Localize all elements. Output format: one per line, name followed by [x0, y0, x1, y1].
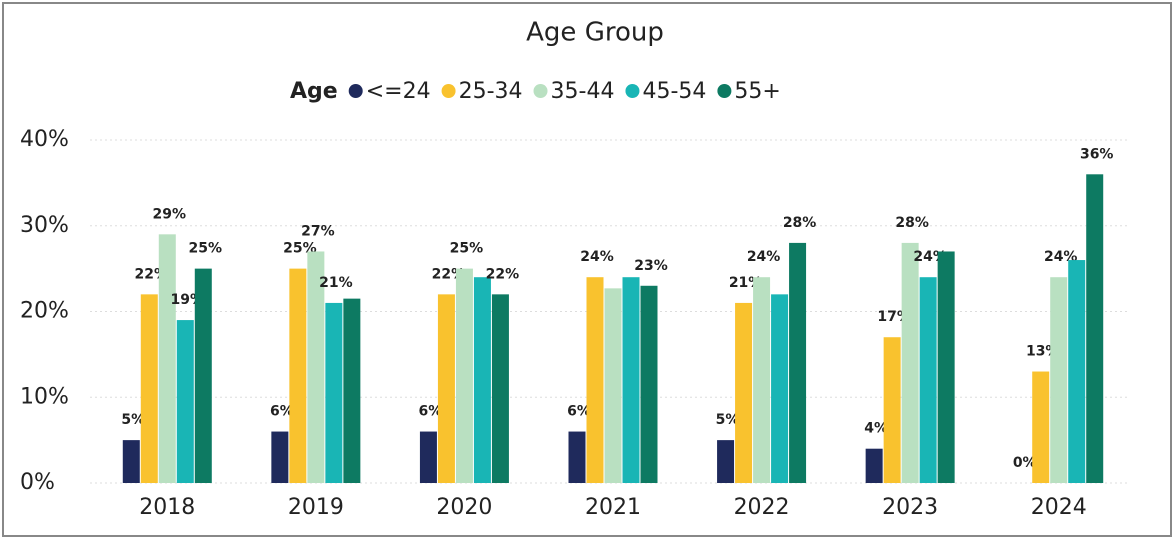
data-label: 6% [419, 404, 443, 420]
bar [140, 294, 158, 483]
legend-label: 25-34 [459, 79, 523, 104]
bar [1032, 371, 1050, 483]
legend-swatch [625, 84, 640, 98]
data-label: 28% [783, 215, 817, 231]
bar [622, 277, 640, 483]
data-label: 22% [486, 266, 520, 282]
bar [604, 288, 622, 483]
bar [789, 242, 807, 483]
y-tick-label: 30% [20, 213, 69, 238]
bar [717, 440, 735, 483]
legend-label: 55+ [734, 79, 780, 104]
bar [1050, 277, 1068, 483]
bar [325, 302, 343, 483]
bar [901, 242, 919, 483]
bar [307, 251, 325, 483]
y-tick-label: 10% [20, 384, 69, 409]
bar [771, 294, 789, 483]
data-label: 4% [864, 421, 888, 437]
bar [883, 337, 901, 483]
y-tick-label: 20% [20, 299, 69, 324]
x-tick-label: 2020 [436, 495, 492, 520]
x-tick-label: 2018 [139, 495, 195, 520]
legend-swatch [441, 84, 456, 98]
legend-swatch [717, 84, 732, 98]
bar [1068, 260, 1086, 483]
legend-label: 45-54 [642, 79, 706, 104]
bar [194, 268, 212, 483]
data-label: 25% [189, 241, 223, 257]
bar [735, 302, 753, 483]
bar [158, 234, 176, 483]
legend-title: Age [290, 79, 338, 104]
data-label: 24% [747, 249, 781, 265]
chart-title: Age Group [526, 18, 664, 48]
data-label: 5% [121, 412, 145, 428]
legend-label: <=24 [366, 79, 431, 104]
bar [343, 298, 361, 483]
legend-label: 35-44 [551, 79, 615, 104]
bar [122, 440, 140, 483]
bar [176, 320, 194, 483]
data-label: 0% [1013, 455, 1037, 471]
bar [271, 431, 289, 483]
bar [419, 431, 437, 483]
y-tick-label: 0% [20, 470, 55, 495]
bar [491, 294, 509, 483]
data-label: 36% [1080, 146, 1114, 162]
data-label: 27% [301, 223, 335, 239]
x-tick-label: 2021 [585, 495, 641, 520]
data-label: 21% [319, 275, 353, 291]
data-label: 28% [895, 215, 929, 231]
bar [937, 251, 955, 483]
bar [473, 277, 491, 483]
legend-swatch [533, 84, 548, 98]
bar [568, 431, 586, 483]
bar [865, 448, 883, 483]
data-label: 5% [716, 412, 740, 428]
bar [437, 294, 455, 483]
bar [919, 277, 937, 483]
bar [1086, 174, 1104, 484]
data-label: 23% [634, 258, 668, 274]
data-label: 25% [450, 241, 484, 257]
x-tick-label: 2023 [882, 495, 938, 520]
x-tick-label: 2022 [734, 495, 790, 520]
x-tick-label: 2024 [1031, 495, 1087, 520]
bar [586, 277, 604, 483]
bar [455, 268, 473, 483]
legend-swatch [348, 84, 363, 98]
y-tick-label: 40% [20, 127, 69, 152]
data-label: 6% [270, 404, 294, 420]
x-tick-label: 2019 [288, 495, 344, 520]
bar [289, 268, 307, 483]
bar [753, 277, 771, 483]
bar [640, 285, 658, 483]
data-label: 6% [567, 404, 591, 420]
data-label: 29% [153, 206, 187, 222]
data-label: 24% [580, 249, 614, 265]
